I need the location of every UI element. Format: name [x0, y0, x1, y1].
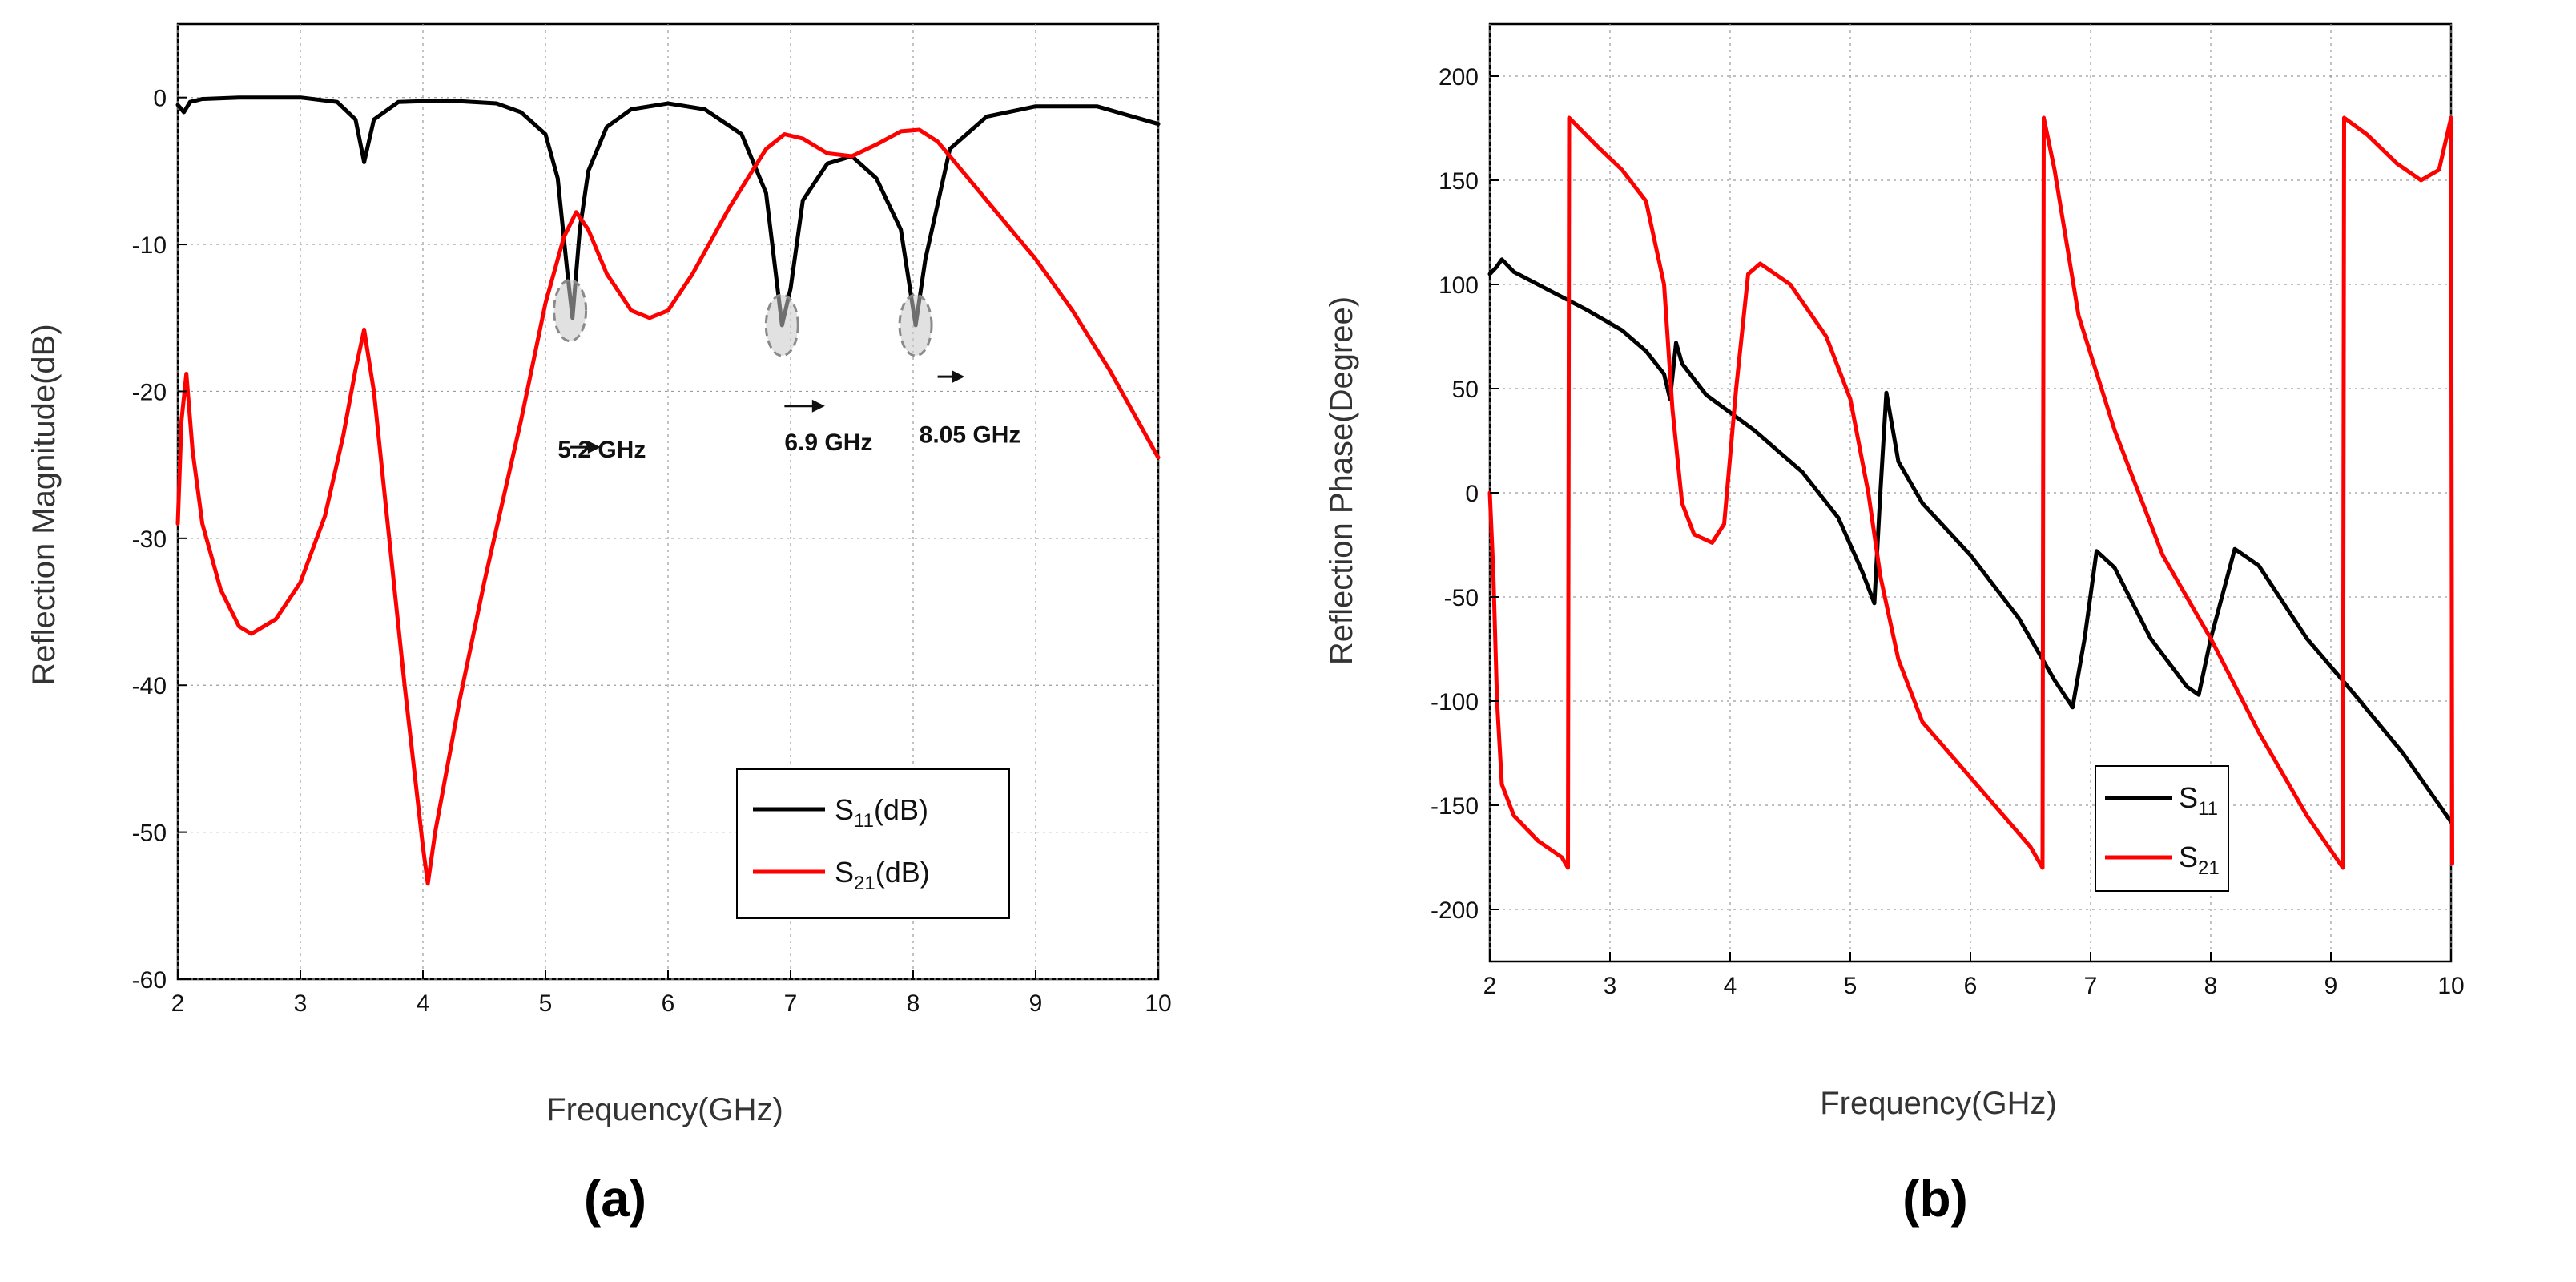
- panel-a-ticks: 2 3 4 5 6 7 8 9 10 0 -10 -20 -30 -40 -50 -60: [132, 86, 1172, 1017]
- panel-a-annotations: 5.2 GHz 6.9 GHz 8.05 GHz: [553, 279, 1021, 463]
- x-tick-label: 6: [662, 990, 675, 1017]
- panel-a-legend: S11(dB) S21(dB): [736, 768, 1010, 919]
- panel-b-ticks: 2 3 4 5 6 7 8 9 10 200 150 100 50 0 -50 -100 -150 -200: [1431, 64, 2465, 999]
- panel-a-y-axis-title: Reflection Magnitude(dB): [26, 324, 62, 685]
- y-tick-label: -40: [132, 673, 167, 699]
- legend-label-s21: S21: [2179, 841, 2220, 879]
- y-tick-label: -200: [1431, 897, 1479, 924]
- y-tick-label: 100: [1439, 272, 1479, 299]
- series-line-s11: [1487, 257, 2453, 824]
- panel-b-x-axis-title: Frequency(GHz): [1820, 1086, 2057, 1121]
- legend-label-s11: S11: [2179, 781, 2218, 820]
- x-tick-label: 2: [1483, 973, 1497, 999]
- panel-a-series: [175, 95, 1161, 886]
- panel-a-chart: 5.2 GHz 6.9 GHz 8.05 GHz 2 3 4 5 6 7 8 9 10 0 -10 -20…: [26, 22, 1172, 1228]
- x-tick-label: 4: [417, 990, 430, 1017]
- y-tick-label: -150: [1431, 793, 1479, 820]
- annotation-arrowhead: [811, 399, 825, 413]
- annotation-arrowhead: [952, 370, 965, 384]
- x-tick-label: 7: [2084, 973, 2098, 999]
- x-tick-label: 9: [2324, 973, 2338, 999]
- series-line-s21: [175, 127, 1161, 886]
- series-line-s21: [1487, 115, 2454, 870]
- annotation-arrowhead: [587, 441, 601, 454]
- panel-b-y-axis-title: Reflection Phase(Degree): [1324, 296, 1359, 665]
- x-tick-label: 2: [171, 990, 185, 1017]
- resonance-marker: [898, 293, 933, 357]
- legend-label-s21: S21(dB): [835, 856, 930, 894]
- y-tick-label: -60: [132, 967, 167, 994]
- x-tick-label: 10: [1145, 990, 1171, 1017]
- y-tick-label: 50: [1452, 377, 1479, 403]
- y-tick-label: -20: [132, 379, 167, 405]
- series-line-s11: [175, 95, 1161, 328]
- y-tick-label: 150: [1439, 168, 1479, 195]
- annotation-label: 8.05 GHz: [920, 422, 1021, 449]
- y-tick-label: 200: [1439, 64, 1479, 91]
- panel-b-series: [1487, 115, 2454, 870]
- x-tick-label: 3: [294, 990, 308, 1017]
- y-tick-label: -50: [1444, 585, 1479, 611]
- y-tick-label: -50: [132, 820, 167, 847]
- panel-a-x-axis-title: Frequency(GHz): [546, 1092, 783, 1127]
- panel-b-chart: 2 3 4 5 6 7 8 9 10 200 150 100 50 0 -50 -100 -150 -200 Fr…: [1324, 22, 2465, 1228]
- x-tick-label: 9: [1029, 990, 1043, 1017]
- x-tick-label: 3: [1604, 973, 1617, 999]
- legend-label-s11: S11(dB): [835, 793, 928, 832]
- x-tick-label: 5: [539, 990, 553, 1017]
- panel-b-legend-box: [2095, 765, 2229, 892]
- x-tick-label: 8: [2204, 973, 2218, 999]
- resonance-marker: [553, 279, 588, 343]
- x-tick-label: 5: [1844, 973, 1858, 999]
- annotation-label: 6.9 GHz: [784, 429, 872, 456]
- x-tick-label: 4: [1724, 973, 1737, 999]
- x-tick-label: 6: [1964, 973, 1978, 999]
- panel-a-label: (a): [584, 1170, 646, 1228]
- panel-b-label: (b): [1902, 1170, 1968, 1228]
- resonance-marker: [764, 293, 799, 357]
- x-tick-label: 10: [2437, 973, 2464, 999]
- x-tick-label: 8: [907, 990, 920, 1017]
- y-tick-label: -10: [132, 232, 167, 259]
- panel-a-legend-box: [736, 768, 1010, 919]
- y-tick-label: 0: [153, 86, 167, 112]
- x-tick-label: 7: [784, 990, 798, 1017]
- y-tick-label: -30: [132, 526, 167, 553]
- panel-b-legend: S11 S21: [2095, 765, 2229, 892]
- y-tick-label: 0: [1465, 481, 1479, 507]
- annotation-label: 5.2 GHz: [557, 437, 646, 463]
- y-tick-label: -100: [1431, 689, 1479, 716]
